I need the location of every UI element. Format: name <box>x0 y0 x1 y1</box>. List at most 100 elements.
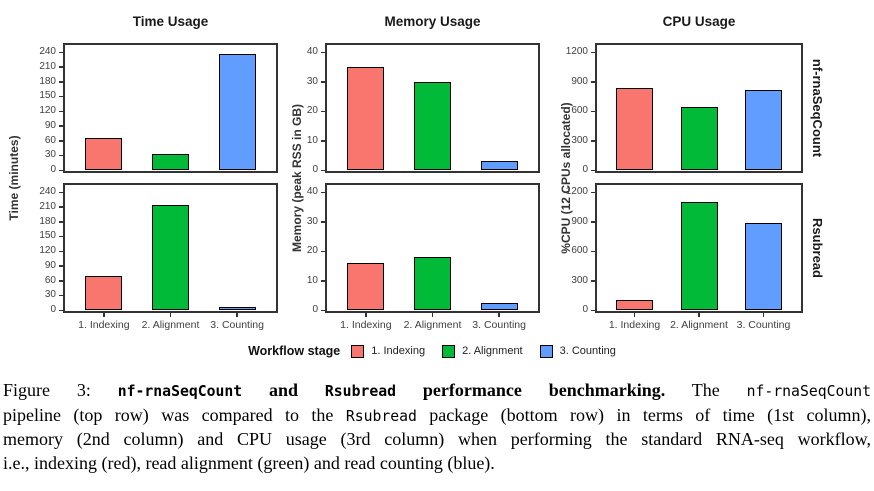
y-tick-label: 300 <box>571 134 588 146</box>
bar-1-indexing-nf-rnaseqcount-memory-usage <box>347 66 385 170</box>
y-tick-mark <box>321 169 325 171</box>
bar-1-indexing-rsubread-cpu-usage <box>616 300 654 310</box>
legend-swatch-3-counting <box>539 344 553 358</box>
chart-title-time-usage: Time Usage <box>132 14 209 29</box>
figure-caption: Figure 3: nf-rnaSeqCount and Rsubread pe… <box>3 379 871 475</box>
x-tick-label-2-alignment: 2. Alignment <box>403 319 462 331</box>
caption-line-4: i.e., indexing (red), read alignment (gr… <box>3 452 871 476</box>
y-tick-mark <box>591 51 595 53</box>
y-tick-label: 60 <box>44 274 56 286</box>
y-tick-label: 30 <box>306 215 318 227</box>
x-tick-label-3-counting: 3. Counting <box>736 319 791 331</box>
caption-code-text: Rsubread <box>324 383 396 400</box>
y-tick-mark <box>59 66 63 68</box>
y-tick-mark <box>59 309 63 311</box>
caption-text: pipeline (top row) was compared to the <box>3 404 346 425</box>
bar-3-counting-rsubread-time-usage <box>218 307 256 310</box>
y-tick-label: 30 <box>44 289 56 301</box>
x-tick-mark <box>431 313 434 317</box>
legend-swatch-1-indexing <box>351 344 365 358</box>
y-tick-mark <box>59 140 63 142</box>
y-tick-mark <box>591 140 595 142</box>
legend-title: Workflow stage <box>248 344 341 358</box>
legend-swatch-2-alignment <box>442 344 456 358</box>
chart-grid: Time Usage Time (minutes) Memory Usage Memo… <box>0 14 874 358</box>
bar-2-alignment-rsubread-time-usage <box>152 205 189 310</box>
x-tick-mark <box>103 313 105 317</box>
caption-text: and <box>242 380 325 400</box>
y-tick-label: 900 <box>571 215 588 227</box>
y-tick-label: 0 <box>582 304 588 315</box>
x-tick-label-3-counting: 3. Counting <box>210 319 264 331</box>
caption-text: performance benchmarking. <box>395 380 666 400</box>
x-tick-label-2-alignment: 2. Alignment <box>670 319 728 331</box>
bar-3-counting-nf-rnaseqcount-cpu-usage <box>744 90 782 170</box>
legend-label-2-alignment: 2. Alignment <box>462 345 523 357</box>
y-tick-label: 30 <box>44 149 56 161</box>
caption-code-text: nf-rnaSeqCount <box>117 383 243 400</box>
y-tick-label: 0 <box>312 164 318 175</box>
y-tick-label: 0 <box>50 164 56 175</box>
caption-text: package (bottom row) in terms of time (1… <box>416 404 871 425</box>
caption-text: memory (2nd column) and CPU usage (3rd c… <box>3 429 871 449</box>
caption-code-text: Rsubread <box>345 407 417 425</box>
y-tick-mark <box>591 191 595 193</box>
bar-1-indexing-rsubread-time-usage <box>85 275 123 310</box>
x-tick-label-1-indexing: 1. Indexing <box>340 319 392 331</box>
y-tick-mark <box>59 95 63 98</box>
y-tick-mark <box>59 154 63 157</box>
y-tick-mark <box>59 221 63 223</box>
bar-2-alignment-nf-rnaseqcount-memory-usage <box>414 81 451 170</box>
y-tick-label: 1200 <box>565 46 588 57</box>
y-tick-mark <box>59 125 63 127</box>
y-tick-label: 60 <box>44 134 56 146</box>
y-tick-mark <box>321 221 325 223</box>
x-tick-mark <box>365 313 367 317</box>
y-tick-label: 10 <box>306 134 318 146</box>
x-tick-mark <box>762 313 765 317</box>
y-tick-mark <box>591 309 595 311</box>
y-tick-label: 20 <box>306 245 318 256</box>
x-tick-label-3-counting: 3. Counting <box>472 319 526 331</box>
y-tick-label: 210 <box>39 200 56 212</box>
bar-3-counting-nf-rnaseqcount-time-usage <box>218 53 256 170</box>
caption-text: i.e., indexing (red), read alignment (gr… <box>3 452 495 473</box>
y-tick-mark <box>591 81 595 83</box>
y-tick-mark <box>59 51 63 53</box>
y-tick-mark <box>321 309 325 311</box>
y-tick-mark <box>59 235 63 238</box>
y-tick-mark <box>591 221 595 223</box>
bar-2-alignment-nf-rnaseqcount-cpu-usage <box>680 106 718 170</box>
y-tick-mark <box>591 280 595 282</box>
y-tick-label: 0 <box>50 304 56 315</box>
y-tick-mark <box>59 250 63 252</box>
caption-line-2: pipeline (top row) was compared to the R… <box>3 404 871 429</box>
bar-1-indexing-rsubread-memory-usage <box>347 262 385 310</box>
x-tick-mark <box>498 313 500 317</box>
y-tick-mark <box>321 191 325 193</box>
y-tick-label: 90 <box>44 259 56 271</box>
y-tick-label: 150 <box>39 90 56 102</box>
y-tick-mark <box>321 81 325 83</box>
y-tick-mark <box>591 169 595 171</box>
y-tick-label: 600 <box>571 105 588 116</box>
x-tick-mark <box>236 313 238 317</box>
x-tick-mark <box>698 313 700 317</box>
x-tick-mark <box>169 313 172 317</box>
y-tick-label: 20 <box>306 105 318 116</box>
bar-3-counting-rsubread-memory-usage <box>480 302 518 310</box>
y-tick-label: 180 <box>39 75 56 87</box>
y-tick-mark <box>59 110 63 112</box>
y-tick-mark <box>59 294 63 297</box>
bar-3-counting-nf-rnaseqcount-memory-usage <box>480 161 518 170</box>
y-tick-mark <box>59 206 63 208</box>
legend: Workflow stage 1. Indexing 2. Alignment 3. … <box>0 344 874 358</box>
y-tick-mark <box>591 250 595 252</box>
y-tick-label: 40 <box>306 186 318 197</box>
caption-line-3: memory (2nd column) and CPU usage (3rd c… <box>3 428 871 452</box>
bar-1-indexing-nf-rnaseqcount-time-usage <box>85 137 123 170</box>
x-tick-mark <box>633 313 636 317</box>
y-tick-mark <box>59 280 63 282</box>
y-tick-mark <box>321 280 325 282</box>
bar-1-indexing-nf-rnaseqcount-cpu-usage <box>616 88 654 170</box>
